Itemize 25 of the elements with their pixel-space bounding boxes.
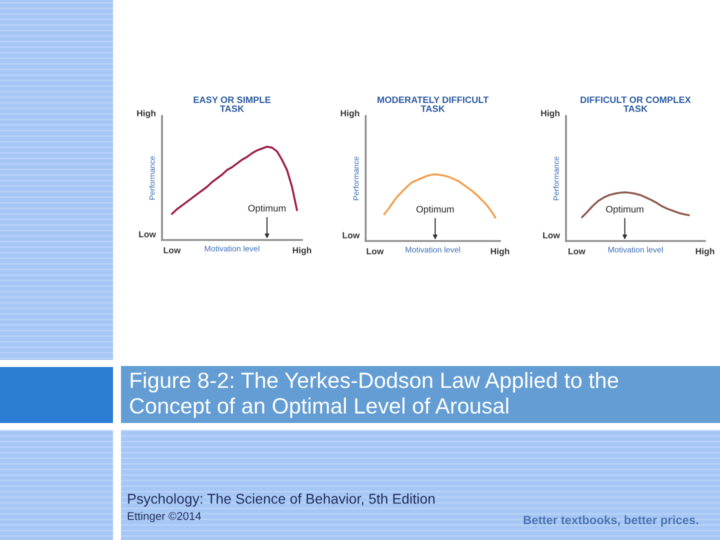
- chart-title: MODERATELY DIFFICULT TASK: [378, 96, 489, 112]
- text: Ettinger ©2014: [128, 512, 201, 522]
- text: High: [541, 110, 560, 118]
- text: Low: [342, 232, 360, 238]
- text: Figure 8-2: The Yerkes-Dodson Law Applied to the Concept of an Optimal Level of Arousal: [130, 372, 618, 418]
- x-tick-label: High: [292, 246, 312, 256]
- text: High: [137, 110, 156, 118]
- annotation: Optimum: [416, 206, 454, 214]
- annotation: Optimum: [606, 206, 644, 214]
- annotation: Optimum: [248, 204, 286, 214]
- text: Better textbooks, better prices.: [524, 515, 698, 527]
- x-tick-label: Low: [568, 248, 586, 254]
- text: Low: [139, 231, 156, 238]
- x-axis-title: Motivation level: [406, 246, 460, 253]
- chart-title: EASY OR SIMPLE TASK: [194, 96, 271, 112]
- x-tick-label: Low: [366, 248, 384, 254]
- x-tick-label: Low: [164, 247, 181, 254]
- chart-title: DIFFICULT OR COMPLEX TASK: [580, 96, 691, 112]
- x-tick-label: High: [696, 248, 714, 256]
- x-axis-title: Motivation level: [608, 246, 663, 253]
- text: Low: [543, 232, 560, 238]
- x-tick-label: High: [490, 248, 510, 256]
- text: Psychology: The Science of Behavior, 5th Edition: [128, 493, 435, 507]
- text: High: [340, 110, 360, 118]
- x-axis-title: Motivation level: [204, 246, 260, 252]
